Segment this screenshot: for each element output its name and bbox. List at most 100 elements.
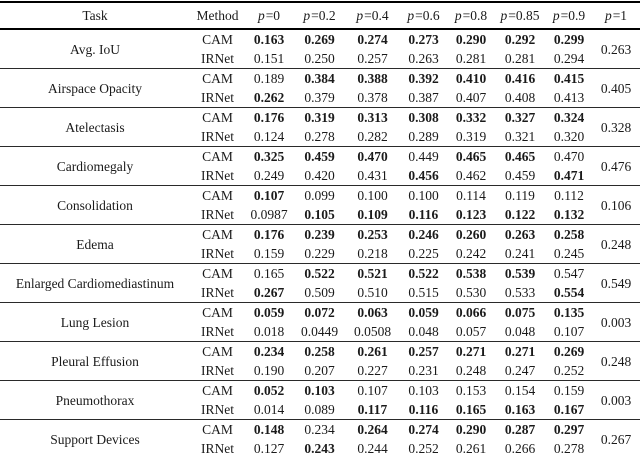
value-cell: 0.416 bbox=[494, 68, 546, 88]
p1-cell: 0.405 bbox=[592, 68, 640, 108]
method-cell: IRNet bbox=[201, 324, 234, 339]
value-cell: 0.089 bbox=[304, 402, 335, 417]
value-cell: 0.509 bbox=[304, 285, 335, 300]
value-cell: 0.248 bbox=[455, 363, 487, 378]
value-cell: 0.0508 bbox=[353, 324, 392, 339]
value-cell: 0.107 bbox=[553, 324, 585, 339]
value-cell: 0.408 bbox=[504, 90, 536, 105]
value-cell: 0.059 bbox=[399, 302, 448, 322]
value-cell: 0.234 bbox=[293, 419, 346, 439]
header-p-value: =0 bbox=[265, 7, 281, 23]
method-cell: CAM bbox=[190, 146, 245, 166]
table-row: IRNet 0.159 0.229 0.218 0.225 0.242 0.241 0.245 bbox=[0, 244, 640, 264]
value-cell: 0.252 bbox=[553, 363, 585, 378]
value-cell: 0.107 bbox=[346, 380, 399, 400]
table-row: Lung Lesion CAM 0.059 0.072 0.063 0.059 0.066 0… bbox=[0, 302, 640, 342]
value-cell: 0.117 bbox=[357, 402, 388, 417]
table-row: IRNet 0.267 0.509 0.510 0.515 0.530 0.533 0.554 bbox=[0, 283, 640, 303]
value-cell: 0.119 bbox=[494, 185, 546, 205]
value-cell: 0.456 bbox=[408, 168, 439, 183]
table-row: Enlarged Cardiomediastinum CAM 0.165 0.522 0… bbox=[0, 263, 640, 303]
header-p-symbol: p bbox=[552, 7, 560, 23]
column-header: p=0.8 bbox=[448, 2, 494, 30]
value-cell: 0.297 bbox=[546, 419, 592, 439]
value-cell: 0.122 bbox=[504, 207, 536, 222]
value-cell: 0.290 bbox=[448, 28, 494, 49]
method-cell: IRNet bbox=[201, 207, 234, 222]
value-cell: 0.105 bbox=[304, 207, 335, 222]
value-cell: 0.271 bbox=[448, 341, 494, 361]
p1-cell: 0.328 bbox=[592, 107, 640, 147]
table-row: Airspace Opacity CAM 0.189 0.384 0.388 0.392 0… bbox=[0, 68, 640, 108]
value-cell: 0.294 bbox=[553, 51, 585, 66]
header-p-value: =0.8 bbox=[462, 7, 488, 23]
value-cell: 0.515 bbox=[408, 285, 439, 300]
value-cell: 0.250 bbox=[304, 51, 335, 66]
value-cell: 0.257 bbox=[357, 51, 388, 66]
task-cell: Avg. IoU bbox=[0, 28, 190, 69]
value-cell: 0.278 bbox=[304, 129, 335, 144]
value-cell: 0.281 bbox=[455, 51, 487, 66]
table-row: IRNet 0.151 0.250 0.257 0.263 0.281 0.281 0.294 bbox=[0, 49, 640, 69]
table-row: Consolidation CAM 0.107 0.099 0.100 0.100 0.11… bbox=[0, 185, 640, 225]
table-row: IRNet 0.127 0.243 0.244 0.252 0.261 0.266 0.278 bbox=[0, 439, 640, 455]
value-cell: 0.242 bbox=[455, 246, 487, 261]
value-cell: 0.522 bbox=[399, 263, 448, 283]
task-cell: Atelectasis bbox=[0, 107, 190, 147]
value-cell: 0.388 bbox=[346, 68, 399, 88]
value-cell: 0.190 bbox=[253, 363, 285, 378]
value-cell: 0.165 bbox=[455, 402, 487, 417]
value-cell: 0.379 bbox=[304, 90, 335, 105]
value-cell: 0.258 bbox=[546, 224, 592, 244]
value-cell: 0.072 bbox=[293, 302, 346, 322]
value-cell: 0.262 bbox=[253, 90, 285, 105]
value-cell: 0.239 bbox=[293, 224, 346, 244]
value-cell: 0.465 bbox=[448, 146, 494, 166]
value-cell: 0.176 bbox=[245, 107, 293, 127]
header-p-symbol: p bbox=[454, 7, 462, 23]
value-cell: 0.554 bbox=[553, 285, 585, 300]
column-header: Task bbox=[0, 2, 190, 30]
value-cell: 0.257 bbox=[399, 341, 448, 361]
value-cell: 0.234 bbox=[245, 341, 293, 361]
header-p-symbol: p bbox=[257, 7, 265, 23]
value-cell: 0.539 bbox=[494, 263, 546, 283]
method-cell: CAM bbox=[190, 419, 245, 439]
column-header: p=0.85 bbox=[494, 2, 546, 30]
task-cell: Edema bbox=[0, 224, 190, 264]
value-cell: 0.099 bbox=[293, 185, 346, 205]
value-cell: 0.114 bbox=[448, 185, 494, 205]
column-header: p=0.2 bbox=[293, 2, 346, 30]
value-cell: 0.246 bbox=[399, 224, 448, 244]
header-label: Method bbox=[196, 7, 239, 23]
value-cell: 0.410 bbox=[448, 68, 494, 88]
table-row: Cardiomegaly CAM 0.325 0.459 0.470 0.449 0.465… bbox=[0, 146, 640, 186]
value-cell: 0.462 bbox=[455, 168, 487, 183]
value-cell: 0.109 bbox=[357, 207, 388, 222]
value-cell: 0.135 bbox=[546, 302, 592, 322]
task-cell: Lung Lesion bbox=[0, 302, 190, 342]
method-cell: IRNet bbox=[201, 285, 234, 300]
value-cell: 0.159 bbox=[546, 380, 592, 400]
value-cell: 0.470 bbox=[346, 146, 399, 166]
table-row: IRNet 0.018 0.0449 0.0508 0.048 0.057 0.048 0.1… bbox=[0, 322, 640, 342]
column-header: p=0 bbox=[245, 2, 293, 30]
value-cell: 0.465 bbox=[494, 146, 546, 166]
column-header: p=0.4 bbox=[346, 2, 399, 30]
value-cell: 0.229 bbox=[304, 246, 335, 261]
value-cell: 0.420 bbox=[304, 168, 335, 183]
column-header: p=0.6 bbox=[399, 2, 448, 30]
table-row: Pneumothorax CAM 0.052 0.103 0.107 0.103 0.153… bbox=[0, 380, 640, 420]
value-cell: 0.325 bbox=[245, 146, 293, 166]
table-row: Atelectasis CAM 0.176 0.319 0.313 0.308 0.332 0… bbox=[0, 107, 640, 147]
table-row: IRNet 0.124 0.278 0.282 0.289 0.319 0.321 0.320 bbox=[0, 127, 640, 147]
value-cell: 0.063 bbox=[346, 302, 399, 322]
value-cell: 0.378 bbox=[357, 90, 388, 105]
value-cell: 0.308 bbox=[399, 107, 448, 127]
value-cell: 0.245 bbox=[553, 246, 585, 261]
value-cell: 0.154 bbox=[494, 380, 546, 400]
value-cell: 0.522 bbox=[293, 263, 346, 283]
header-p-value: =0.9 bbox=[560, 7, 586, 23]
value-cell: 0.167 bbox=[553, 402, 585, 417]
value-cell: 0.148 bbox=[245, 419, 293, 439]
